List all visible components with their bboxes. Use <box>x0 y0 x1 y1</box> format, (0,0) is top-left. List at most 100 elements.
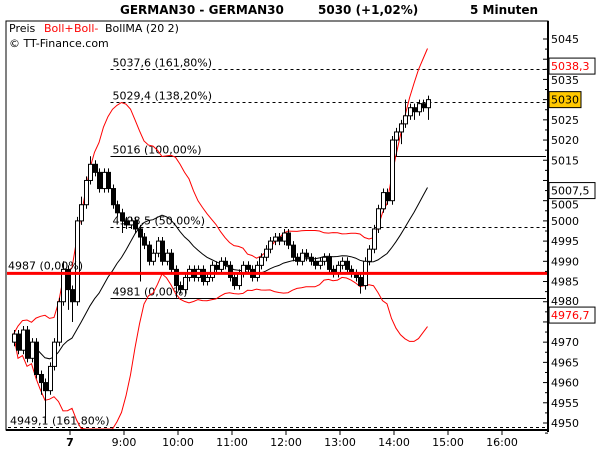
candle <box>169 249 174 274</box>
candle-body <box>12 333 17 343</box>
legend-boll-upper: Boll+ <box>44 22 74 35</box>
candle <box>178 281 183 294</box>
candle <box>318 257 323 270</box>
candle-body <box>309 256 314 262</box>
fib-label: 4949,1 (161,80%) <box>10 415 110 428</box>
y-tick-label: 5005 <box>551 199 579 212</box>
value-tag-ma: 5007,5 <box>548 182 596 200</box>
candle <box>84 176 89 209</box>
candle <box>160 237 165 266</box>
candle-body <box>214 264 219 270</box>
candle-body <box>381 192 386 210</box>
candle-body <box>268 240 273 250</box>
candle <box>174 265 179 298</box>
candle <box>30 338 35 363</box>
candle <box>75 216 80 306</box>
candle-body <box>228 264 233 278</box>
candle-body <box>358 276 363 287</box>
candle-body <box>84 179 89 206</box>
candle <box>124 216 129 229</box>
x-tick-label: 15:00 <box>432 436 464 449</box>
candle <box>345 257 350 274</box>
chart-title-interval: 5 Minuten <box>470 3 538 17</box>
candle <box>277 233 282 246</box>
candle <box>115 200 120 217</box>
candle-body <box>219 260 224 270</box>
candle <box>367 245 372 266</box>
y-tick-label: 5045 <box>551 33 579 46</box>
candle <box>408 103 413 120</box>
candle <box>372 224 377 254</box>
value-tag-box <box>548 91 582 109</box>
candle <box>300 249 305 266</box>
candle <box>241 261 246 278</box>
candle <box>106 168 111 193</box>
y-tick-label: 4980 <box>551 295 579 308</box>
y-tick-label: 4960 <box>551 377 579 390</box>
candle <box>156 237 161 258</box>
candle <box>88 156 93 185</box>
candle-body <box>120 212 125 222</box>
x-tick-label: 11:00 <box>216 436 248 449</box>
candle-body <box>412 107 417 113</box>
support-line[interactable]: 4987 (0,00%) <box>7 259 547 275</box>
candle <box>151 249 156 266</box>
candle-body <box>75 220 80 303</box>
candle-body <box>291 244 296 258</box>
candle-body <box>394 131 399 141</box>
fib-label: 5029,4 (138,20%) <box>113 90 213 103</box>
candle <box>228 261 233 282</box>
y-tick-label: 4995 <box>551 235 579 248</box>
candle-body <box>345 260 350 270</box>
candle <box>399 119 404 145</box>
candle <box>25 325 30 363</box>
candle <box>354 269 359 282</box>
candle <box>336 261 341 278</box>
candle <box>34 338 39 379</box>
candle-body <box>160 240 165 262</box>
candle <box>286 228 291 250</box>
legend-boll-lower: Boll- <box>74 22 98 35</box>
fibonacci-lines: 5037,6 (161,80%)5029,4 (138,20%)5016 (10… <box>8 57 546 428</box>
candle <box>426 95 431 120</box>
chart-title-last: 5030 (+1,02%) <box>318 3 418 17</box>
value-tag-last: 5030 <box>548 91 582 109</box>
candle-body <box>39 373 44 384</box>
candle <box>52 338 57 371</box>
candle-body <box>286 232 291 246</box>
y-tick-label: 4985 <box>551 276 579 289</box>
x-tick-label: 16:00 <box>486 436 518 449</box>
value-tag-label: 5030 <box>551 94 579 107</box>
candle-body <box>403 115 408 125</box>
candle <box>295 253 300 266</box>
candle-body <box>340 260 345 266</box>
candle <box>214 261 219 274</box>
x-axis: 7 9:00 10:00 11:00 12:00 13:00 14:00 15:00 16:00 <box>66 430 518 449</box>
candle-body <box>142 236 147 246</box>
candle <box>264 245 269 262</box>
y-tick-label: 4970 <box>551 336 579 349</box>
candle <box>48 362 53 395</box>
candle-body <box>88 163 93 181</box>
candle-body <box>223 260 228 266</box>
candle <box>102 168 107 193</box>
candle-body <box>426 99 431 109</box>
candle-body <box>34 341 39 375</box>
candle <box>232 273 237 290</box>
candle-body <box>30 341 35 359</box>
candle <box>268 237 273 254</box>
value-tag-label: 4976,7 <box>551 309 590 322</box>
candle-body <box>304 252 309 258</box>
candle-body <box>129 220 134 226</box>
candle <box>313 257 318 270</box>
value-tag-upper-band: 5038,3 <box>548 57 596 75</box>
candle-body <box>295 256 300 262</box>
candle <box>39 370 44 395</box>
candle-body <box>210 264 215 278</box>
candle <box>93 160 98 177</box>
candle-body <box>21 329 26 351</box>
candle-body <box>313 260 318 266</box>
candle <box>61 261 66 306</box>
candle-body <box>156 240 161 254</box>
